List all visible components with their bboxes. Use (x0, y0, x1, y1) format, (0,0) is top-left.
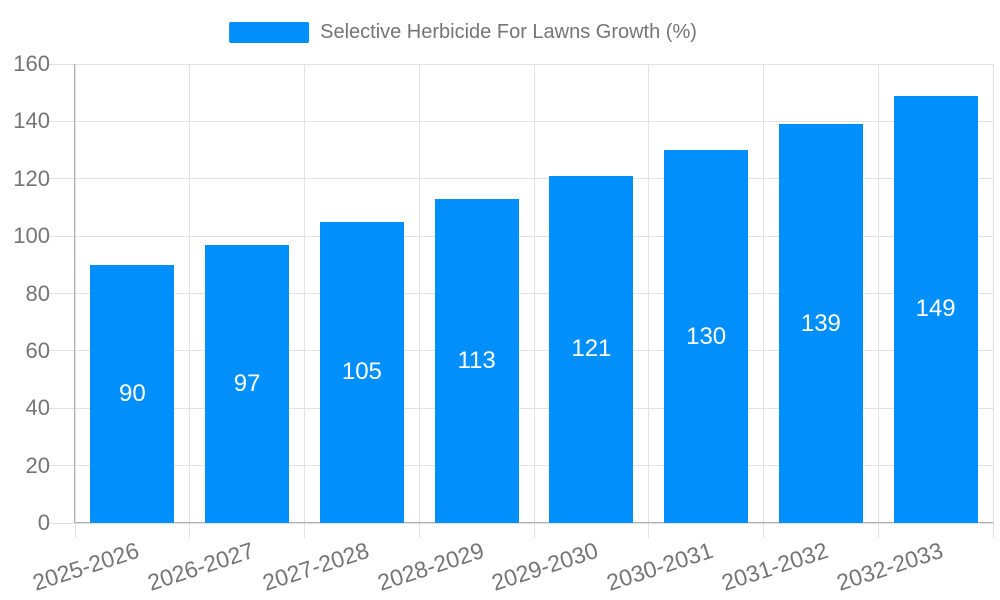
h-gridline (48, 407, 993, 409)
y-tick-label: 140 (13, 108, 50, 134)
bar-value-label: 149 (915, 295, 956, 323)
h-gridline (48, 465, 993, 467)
h-gridline (48, 178, 993, 180)
bar[interactable]: 121 (549, 175, 634, 523)
y-tick-label: 160 (13, 51, 50, 76)
x-tick-label: 2026-2027 (144, 537, 258, 596)
legend-label: Selective Herbicide For Lawns Growth (%) (320, 21, 697, 43)
y-axis-line (74, 64, 75, 523)
bar-value-label: 113 (457, 346, 496, 374)
x-tick-label: 2032-2033 (833, 537, 946, 596)
x-tick-label: 2031-2032 (718, 537, 831, 596)
v-gridline (648, 64, 650, 538)
h-gridline (48, 522, 993, 524)
y-tick-label: 120 (13, 165, 50, 191)
legend-item[interactable]: Selective Herbicide For Lawns Growth (%) (229, 21, 697, 44)
y-tick-label: 40 (25, 395, 50, 421)
bar[interactable]: 149 (893, 95, 978, 523)
x-tick-label: 2027-2028 (259, 537, 372, 596)
bar[interactable]: 113 (434, 198, 519, 523)
y-tick-label: 100 (13, 223, 50, 249)
bar[interactable]: 105 (319, 221, 404, 523)
x-tick-label: 2028-2029 (374, 537, 487, 596)
bar-value-label: 90 (119, 379, 146, 407)
h-gridline (48, 293, 993, 294)
bar-value-label: 139 (800, 309, 841, 337)
h-gridline (48, 235, 993, 237)
v-gridline (533, 64, 535, 538)
y-tick-label: 80 (25, 280, 50, 306)
y-tick-label: 60 (25, 337, 50, 363)
bar-value-label: 121 (571, 335, 612, 363)
y-tick-label: 20 (25, 452, 50, 478)
legend-swatch-icon (229, 22, 310, 43)
y-tick-label: 0 (37, 510, 50, 535)
x-tick-label: 2029-2030 (488, 537, 602, 596)
v-gridline (189, 64, 191, 538)
v-gridline (74, 64, 76, 538)
bar-value-label: 105 (341, 358, 382, 386)
v-gridline (304, 64, 305, 538)
bar-value-label: 97 (233, 369, 261, 397)
bar-value-label: 130 (686, 322, 727, 350)
v-gridline (418, 64, 420, 538)
v-gridline (877, 64, 879, 538)
bar[interactable]: 90 (90, 264, 175, 523)
x-tick-label: 2025-2026 (29, 537, 143, 596)
x-tick-label: 2030-2031 (603, 537, 717, 596)
bar[interactable]: 139 (778, 124, 863, 523)
bar[interactable]: 97 (205, 244, 290, 523)
bar[interactable]: 130 (664, 150, 749, 523)
x-axis-line (74, 522, 993, 523)
h-gridline (48, 63, 993, 65)
h-gridline (48, 120, 993, 122)
h-gridline (48, 350, 993, 352)
v-gridline (992, 64, 994, 538)
v-gridline (763, 64, 764, 538)
